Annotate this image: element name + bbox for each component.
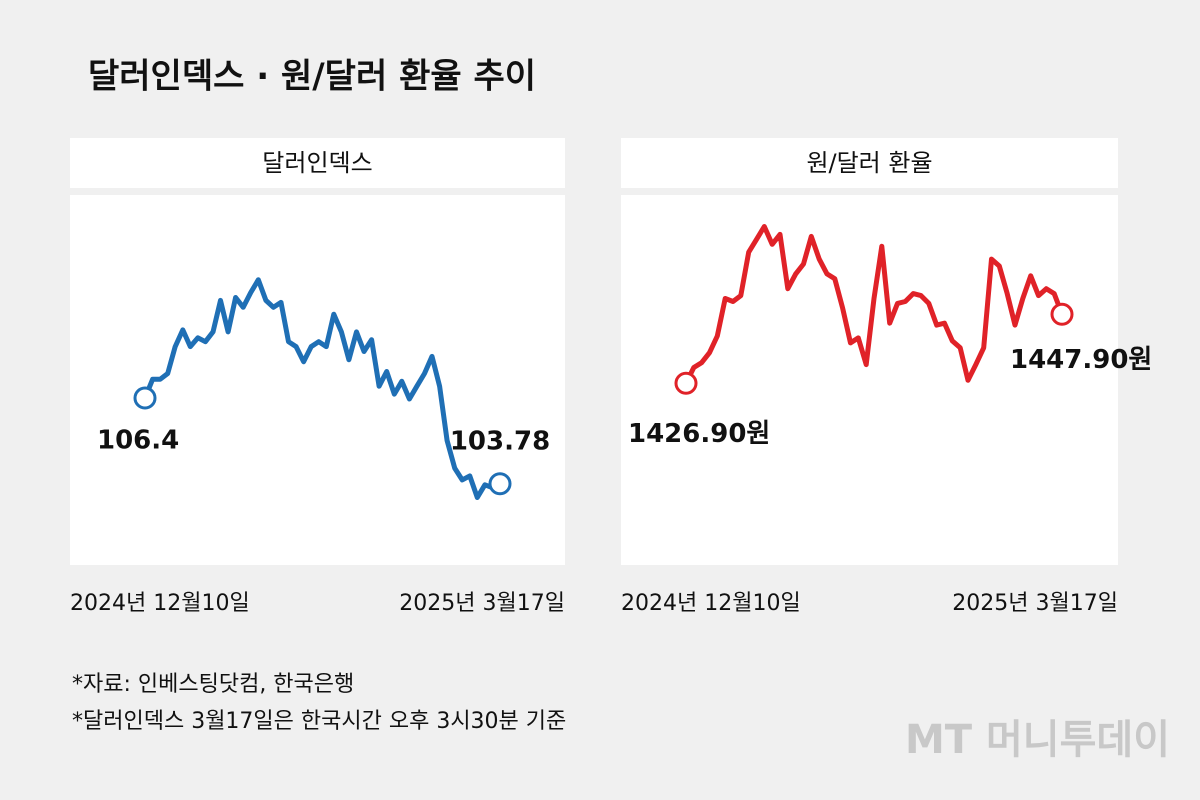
point-marker (1050, 302, 1074, 326)
panel-header (70, 138, 565, 188)
point-marker (133, 386, 157, 410)
panel-title: 달러인덱스 (262, 149, 372, 177)
x-tick-label: 2025년 3월17일 (399, 591, 565, 616)
value-label: 103.78 (450, 426, 550, 456)
panel-title: 원/달러 환율 (806, 149, 932, 177)
point-marker (674, 371, 698, 395)
value-label: 1447.90원 (1010, 345, 1152, 375)
point-marker (488, 472, 512, 496)
line (142, 277, 502, 500)
page-title: 달러인덱스 · 원/달러 환율 추이 (88, 57, 536, 97)
panel-header (621, 138, 1118, 188)
line (683, 224, 1065, 385)
watermark: MT 머니투데이 (905, 717, 1170, 763)
x-tick-label: 2024년 12월10일 (70, 591, 250, 616)
plot-area (70, 195, 565, 565)
plot-area (621, 195, 1118, 565)
value-label: 1426.90원 (628, 419, 770, 449)
x-tick-label: 2025년 3월17일 (952, 591, 1118, 616)
x-tick-label: 2024년 12월10일 (621, 591, 801, 616)
note: *달러인덱스 3월17일은 한국시간 오후 3시30분 기준 (72, 709, 566, 734)
note: *자료: 인베스팅닷컴, 한국은행 (72, 672, 354, 697)
value-label: 106.4 (97, 426, 179, 456)
